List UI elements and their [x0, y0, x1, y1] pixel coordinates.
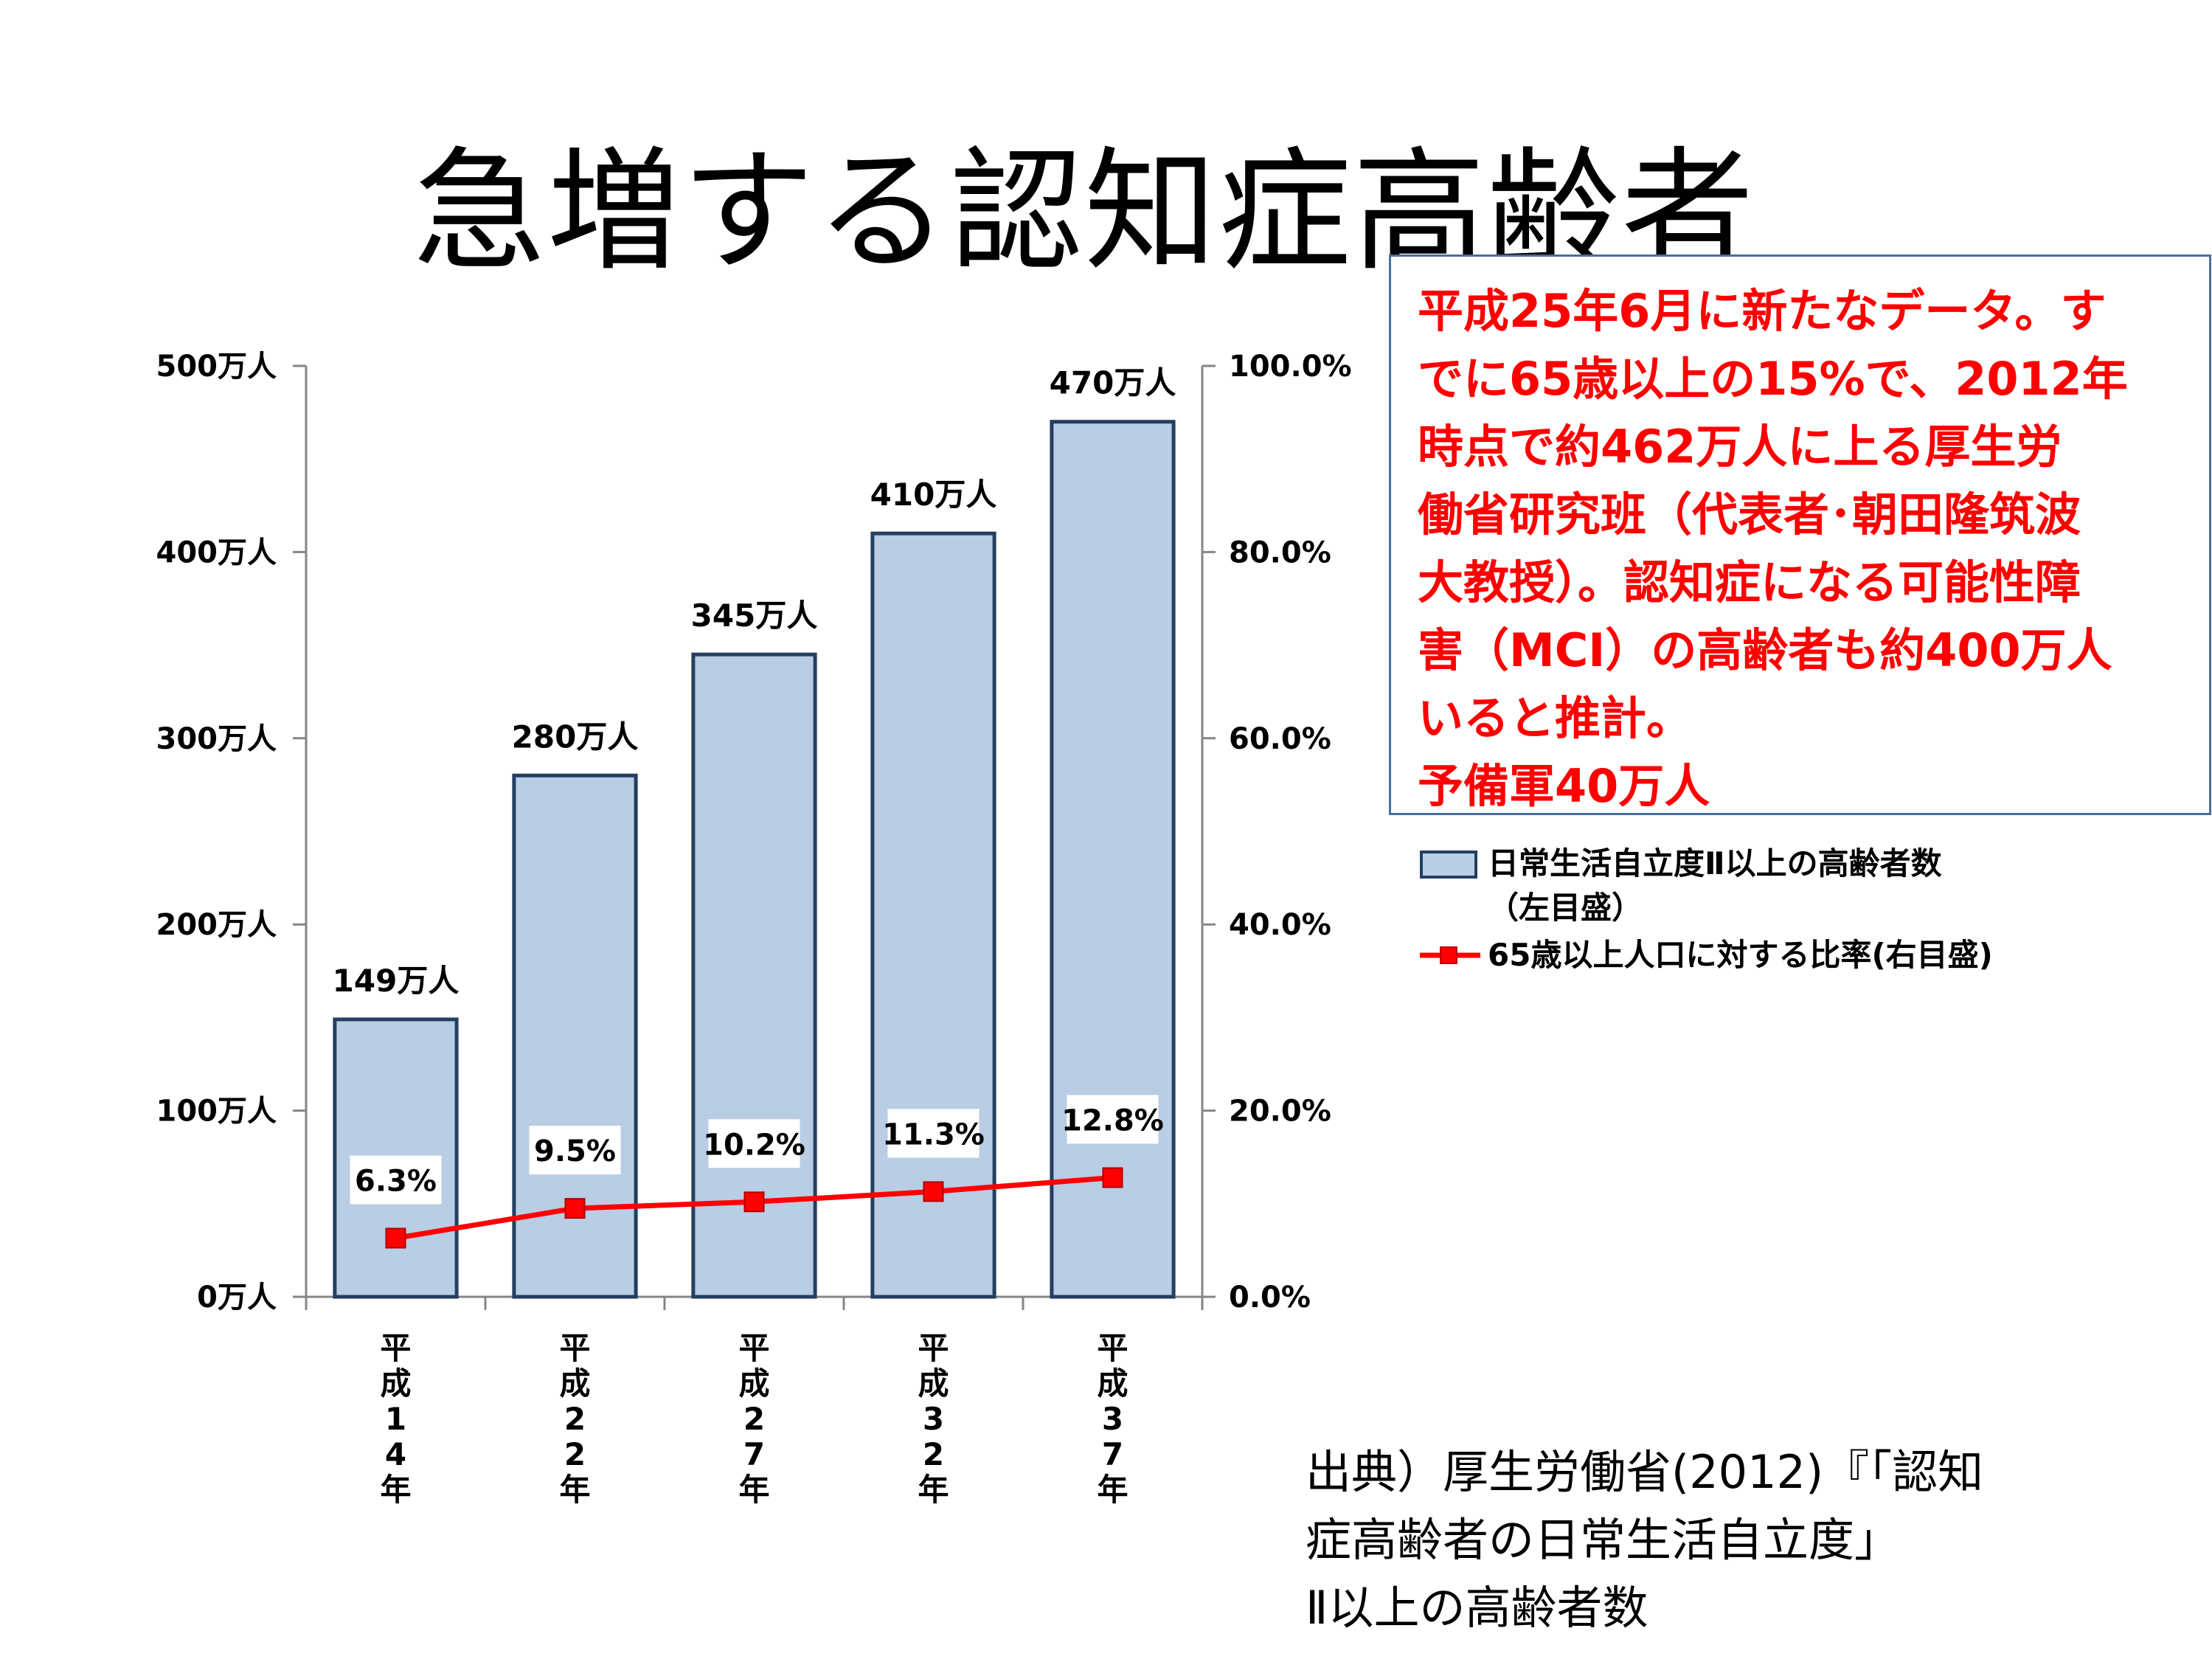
right-tick-label: 100.0%: [1229, 350, 1352, 384]
x-category-char: 成: [1097, 1365, 1128, 1402]
left-tick-label: 300万人: [156, 722, 277, 756]
x-category-char: 年: [1097, 1472, 1128, 1508]
left-tick-label: 200万人: [156, 908, 277, 942]
x-category-char: 2: [923, 1436, 944, 1472]
x-category-char: 平: [380, 1330, 411, 1366]
x-category-char: 2: [564, 1401, 586, 1437]
left-tick-label: 400万人: [156, 536, 277, 569]
x-category-char: 年: [918, 1472, 949, 1508]
chart-legend: 日常生活自立度Ⅱ以上の高齢者数 （左目盛） 65歳以上人口に対する比率(右目盛): [1420, 837, 2121, 977]
right-tick-label: 60.0%: [1229, 722, 1331, 756]
legend-bar-label: 日常生活自立度Ⅱ以上の高齢者数: [1488, 845, 1942, 882]
ratio-label-bg: [350, 1155, 442, 1205]
bar: [1050, 420, 1176, 1299]
bar-value-label: 470万人: [1050, 365, 1176, 401]
ratio-point: [564, 1198, 586, 1219]
annotation-line: でに65歳以上の15%で、2012年: [1418, 352, 2128, 406]
ratio-label-bg: [887, 1109, 980, 1158]
source-line: Ⅱ以上の高齢者数: [1306, 1581, 1648, 1635]
bar-value-label: 345万人: [691, 598, 818, 634]
right-tick-label: 20.0%: [1229, 1095, 1331, 1129]
right-tick-label: 40.0%: [1229, 908, 1331, 942]
ratio-point: [385, 1227, 406, 1249]
legend-item-line: 65歳以上人口に対する比率(右目盛): [1420, 933, 2121, 977]
legend-line-label: 65歳以上人口に対する比率(右目盛): [1488, 937, 1993, 973]
ratio-label-bg: [1067, 1095, 1159, 1144]
x-category-char: 平: [918, 1330, 949, 1366]
x-category-char: 3: [1102, 1401, 1123, 1437]
ratio-point: [743, 1191, 765, 1213]
ratio-value-label: 6.3%: [355, 1164, 437, 1198]
annotation-line: 害（MCI）の高齢者も約400万人: [1418, 623, 2112, 677]
bar-value-label: 410万人: [870, 477, 997, 513]
legend-bar-sublabel: （左目盛）: [1488, 890, 1643, 926]
x-category-char: 平: [1097, 1330, 1128, 1366]
legend-item-bar: 日常生活自立度Ⅱ以上の高齢者数 （左目盛）: [1420, 837, 2121, 933]
source-line: 症高齢者の日常生活自立度」: [1306, 1513, 1901, 1567]
legend-bar-swatch: [1420, 851, 1477, 879]
x-category-char: 年: [738, 1472, 769, 1508]
bar: [691, 652, 817, 1299]
x-category-char: 年: [380, 1472, 411, 1508]
right-tick-label: 0.0%: [1229, 1281, 1311, 1315]
ratio-point: [1102, 1167, 1123, 1188]
source-citation: 出典）厚生労働省(2012)『「認知 症高齢者の日常生活自立度」 Ⅱ以上の高齢者…: [1306, 1438, 2191, 1642]
ratio-line-series: [385, 1167, 1123, 1249]
legend-line-swatch: [1420, 946, 1480, 964]
ratio-point: [923, 1181, 944, 1202]
ratio-value-label: 11.3%: [882, 1118, 985, 1151]
annotation-box: 平成25年6月に新たなデータ。す でに65歳以上の15%で、2012年 時点で約…: [1389, 254, 2211, 815]
bar-series: [333, 420, 1176, 1299]
x-category-char: 成: [738, 1365, 769, 1402]
left-tick-label: 100万人: [156, 1095, 277, 1129]
x-category-char: 2: [743, 1401, 765, 1437]
ratio-value-label: 10.2%: [703, 1128, 805, 1162]
ratio-value-label: 12.8%: [1061, 1104, 1164, 1137]
x-category-char: 7: [743, 1436, 765, 1472]
ratio-label-bg: [708, 1119, 800, 1168]
bar: [870, 531, 996, 1299]
x-category-char: 4: [385, 1436, 406, 1472]
annotation-line: いると推計。: [1418, 691, 1693, 745]
annotation-line: 時点で約462万人に上る厚生労: [1418, 420, 2062, 474]
bar-value-label: 280万人: [512, 718, 639, 755]
x-category-char: 年: [559, 1472, 590, 1508]
bar-value-label: 149万人: [333, 963, 460, 999]
bar-labels: 149万人 280万人 345万人 410万人 470万人: [333, 365, 1176, 999]
x-category-char: 成: [559, 1365, 590, 1402]
x-category-char: 平: [738, 1330, 769, 1366]
annotation-line: 大教授）。認知症になる可能性障: [1418, 555, 2081, 609]
left-tick-label: 0万人: [197, 1281, 277, 1315]
annotation-line: 働省研究班（代表者･朝田隆筑波: [1418, 488, 2081, 541]
ratio-value-label: 9.5%: [534, 1135, 616, 1168]
x-category-char: 7: [1102, 1436, 1123, 1472]
x-category-char: 成: [380, 1365, 411, 1402]
annotation-line: 平成25年6月に新たなデータ。す: [1418, 284, 2107, 338]
x-category-char: 平: [559, 1330, 590, 1366]
source-line: 出典）厚生労働省(2012)『「認知: [1306, 1445, 1984, 1499]
x-category-char: 2: [564, 1436, 586, 1472]
left-tick-label: 500万人: [156, 350, 277, 384]
x-category-char: 成: [918, 1365, 949, 1402]
x-category-char: 3: [923, 1401, 944, 1437]
x-category-char: 1: [385, 1401, 406, 1437]
ratio-label-bg: [529, 1126, 621, 1175]
annotation-line: 予備軍40万人: [1418, 759, 1710, 813]
right-tick-label: 80.0%: [1229, 536, 1331, 569]
ratio-labels: 6.3% 9.5% 10.2% 11.3% 12.8%: [350, 1095, 1164, 1205]
